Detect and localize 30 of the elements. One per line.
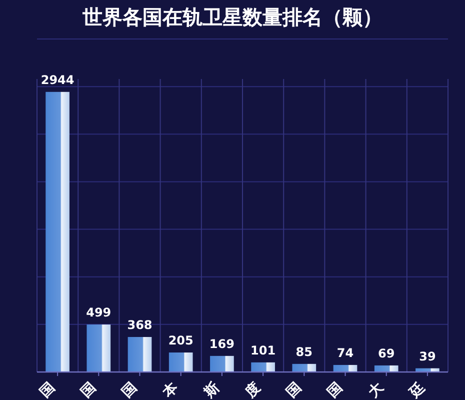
bar — [210, 356, 234, 372]
data-label: 169 — [209, 336, 234, 351]
data-label: 205 — [168, 333, 194, 348]
bar — [168, 352, 193, 372]
bar — [251, 362, 275, 372]
x-tick-label: 国 — [324, 379, 346, 400]
data-label: 499 — [86, 306, 112, 320]
data-label: 101 — [250, 343, 276, 358]
bar — [86, 324, 111, 372]
data-label: 85 — [296, 344, 312, 359]
x-tick-label: 度 — [241, 378, 264, 400]
x-tick-label: 斯 — [200, 379, 223, 400]
data-label: 39 — [419, 349, 436, 364]
x-tick-label: 国 — [78, 379, 100, 400]
x-tick-label: 国 — [119, 379, 140, 400]
x-tick-label: 国 — [284, 379, 305, 400]
data-label: 69 — [378, 346, 395, 360]
bar — [46, 92, 70, 372]
bar — [292, 364, 316, 372]
x-tick-label: 国 — [36, 379, 58, 400]
bar — [128, 336, 152, 372]
data-label: 368 — [127, 318, 152, 332]
x-tick-label: 廷 — [406, 379, 428, 400]
chart-title: 世界各国在轨卫星数量排名（颗） — [82, 5, 382, 29]
data-label: 74 — [336, 346, 354, 360]
x-tick-label: 大 — [366, 378, 388, 400]
data-label: 2944 — [40, 72, 74, 87]
x-tick-label: 本 — [160, 378, 182, 400]
bar — [374, 365, 398, 372]
bar — [333, 364, 358, 372]
